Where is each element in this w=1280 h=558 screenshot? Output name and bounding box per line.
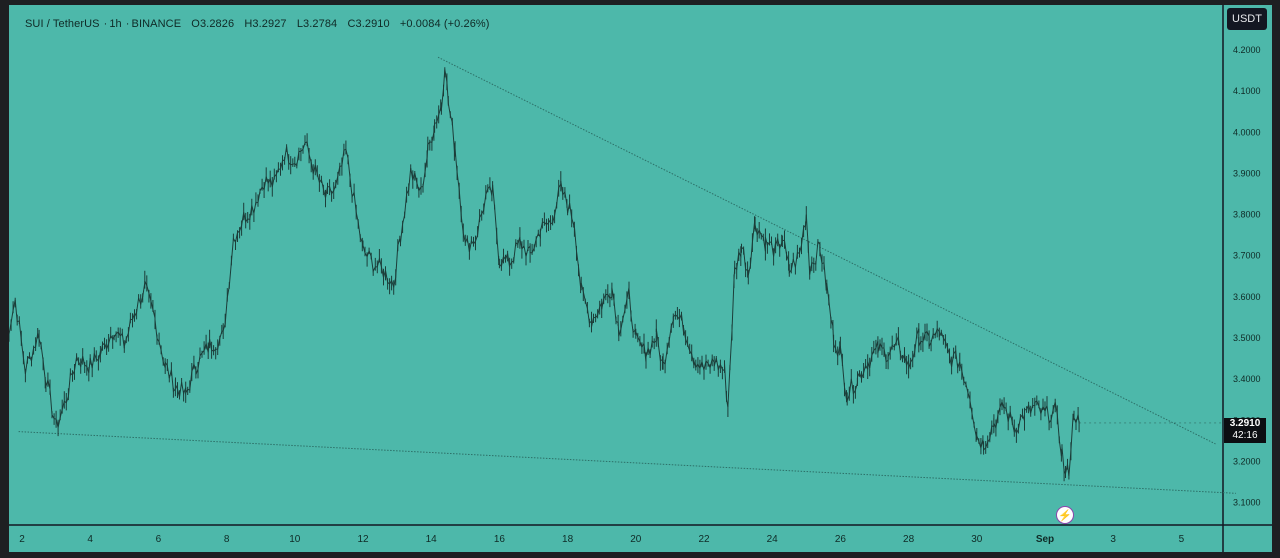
y-tick-label: 3.7000 (1233, 251, 1261, 261)
x-tick-label: 3 (1110, 534, 1116, 545)
currency-button[interactable]: USDT (1227, 8, 1267, 30)
x-tick-label: 10 (289, 534, 301, 545)
x-tick-label: 26 (835, 534, 847, 545)
x-tick-label: 30 (971, 534, 983, 545)
y-tick-label: 4.2000 (1233, 45, 1261, 55)
trendline-upper (437, 56, 1216, 445)
y-tick-label: 4.0000 (1233, 127, 1261, 137)
y-tick-label: 3.4000 (1233, 374, 1261, 384)
high-value: H3.2927 (244, 18, 287, 30)
interval-label[interactable]: 1h (109, 18, 122, 30)
symbol-header: SUI / TetherUS · 1h · BINANCE O3.2826 H3.292… (25, 18, 490, 30)
trendline-lower (18, 431, 1236, 494)
y-tick-label: 3.6000 (1233, 292, 1261, 302)
candle-wicks (9, 67, 1080, 482)
x-tick-label: 20 (630, 534, 642, 545)
open-value: O3.2826 (191, 18, 235, 30)
y-tick-label: 3.9000 (1233, 168, 1261, 178)
x-tick-label: 6 (156, 534, 162, 545)
last-price-tag: 3.2910 42:16 (1224, 418, 1266, 443)
y-tick-label: 3.1000 (1233, 498, 1261, 508)
x-tick-label: 12 (357, 534, 369, 545)
x-tick-label: Sep (1036, 534, 1054, 545)
change-value: +0.0084 (+0.26%) (399, 18, 490, 30)
lightning-icon[interactable]: ⚡ (1056, 506, 1074, 524)
x-tick-label: 2 (19, 534, 25, 545)
x-tick-label: 28 (903, 534, 915, 545)
x-tick-label: 18 (562, 534, 574, 545)
chart-area[interactable]: 4.2000 4.1000 4.0000 3.9000 3.8000 3.7000 3.60… (9, 5, 1272, 552)
low-value: L3.2784 (296, 18, 338, 30)
x-tick-label: 24 (767, 534, 779, 545)
y-tick-label: 3.2000 (1233, 456, 1261, 466)
close-value: C3.2910 (347, 18, 390, 30)
price-chart[interactable]: 4.2000 4.1000 4.0000 3.9000 3.8000 3.7000 3.60… (9, 5, 1272, 552)
x-tick-label: 22 (698, 534, 710, 545)
bar-countdown: 42:16 (1232, 430, 1258, 441)
y-tick-label: 3.8000 (1233, 210, 1261, 220)
symbol-name[interactable]: SUI / TetherUS (25, 18, 100, 30)
x-tick-label: 5 (1179, 534, 1185, 545)
x-tick-label: 4 (87, 534, 93, 545)
y-tick-label: 4.1000 (1233, 86, 1261, 96)
x-tick-label: 14 (426, 534, 438, 545)
exchange-label: BINANCE (131, 18, 182, 30)
x-tick-label: 8 (224, 534, 230, 545)
last-price-value: 3.2910 (1229, 418, 1261, 429)
y-tick-label: 3.5000 (1233, 333, 1261, 343)
price-line (9, 69, 1080, 477)
x-tick-label: 16 (494, 534, 506, 545)
